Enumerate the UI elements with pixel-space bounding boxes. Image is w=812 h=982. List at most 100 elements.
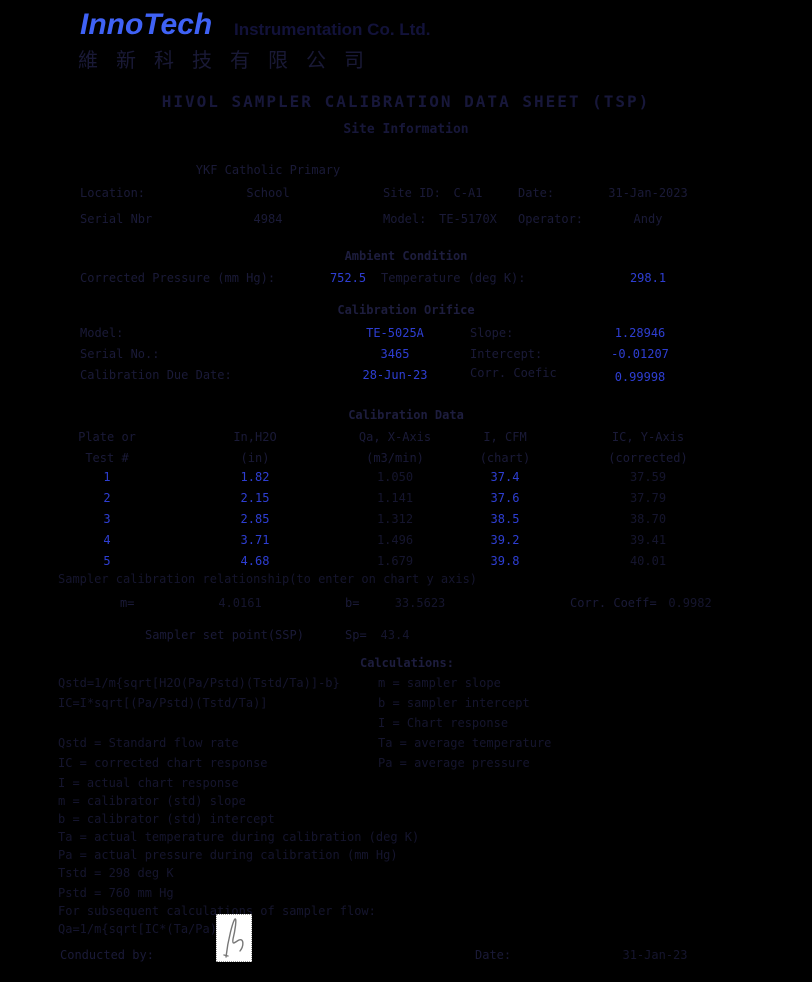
calc-def-pa: Pa = average pressure [378,756,530,770]
def-i: I = actual chart response [58,776,239,790]
site-id-label: Site ID: [383,186,441,200]
regression-corr-label: Corr. Coeff= [570,596,657,610]
model-value: TE-5170X [439,212,497,226]
regression-corr-value: 0.9982 [668,596,712,610]
regression-b-value: 33.5623 [394,596,446,610]
operator-value: Andy [633,212,663,226]
setpoint-label: Sampler set point(SSP) [145,628,304,642]
table-cell: 2.85 [240,512,270,526]
orifice-intercept-label: Intercept: [470,347,543,361]
col1-units: Test # [85,451,129,465]
footer-date-label: Date: [475,948,512,962]
table-row: 1 [103,470,111,484]
table-cell: 40.01 [629,554,667,568]
regression-m-value: 4.0161 [218,596,262,610]
formula-ic: IC=I*sqrt[(Pa/Pstd)(Tstd/Ta)] [58,696,268,710]
orifice-slope-value: 1.28946 [614,326,666,340]
setpoint-sp-value: 43.4 [380,628,410,642]
def-qstd: Qstd = Standard flow rate [58,736,239,750]
table-cell: 38.5 [490,512,520,526]
regression-title: Sampler calibration relationship(to ente… [58,572,478,586]
orifice-model-value: TE-5025A [366,326,424,340]
table-row: 2 [103,491,111,505]
table-cell: 37.59 [629,470,667,484]
table-cell: 37.6 [490,491,520,505]
orifice-serial-value: 3465 [380,347,410,361]
location-value: School [246,186,290,200]
orifice-due-label: Calibration Due Date: [80,368,232,382]
table-row: 5 [103,554,111,568]
company-logo: InnoTech [80,8,213,41]
col5-units: (corrected) [608,451,688,465]
def-tstd: Tstd = 298 deg K [58,866,174,880]
setpoint-sp-label: Sp= [345,628,367,642]
location-label: Location: [80,186,146,200]
section-site-information: Site Information [343,122,469,137]
def-pstd: Pstd = 760 mm Hg [58,886,174,900]
operator-label: Operator: [518,212,584,226]
def-ic: IC = corrected chart response [58,756,268,770]
table-row: 3 [103,512,111,526]
signature-scribble [223,918,244,958]
company-name-suffix: Instrumentation Co. Ltd. [234,20,431,39]
col2-units: (in) [240,451,270,465]
signature-image [216,914,252,962]
col3-header: Qa, X-Axis [358,430,432,444]
formula-qa: Qa=1/m{sqrt[IC*(Ta/Pa)]-b} [58,922,246,936]
orifice-corr-label: Corr. Coefic [470,366,557,380]
table-cell: 4.68 [240,554,270,568]
table-cell: 1.141 [376,491,414,505]
serial-value: 4984 [253,212,283,226]
site-org-line: YKF Catholic Primary [195,163,341,177]
table-cell: 1.679 [376,554,414,568]
table-cell: 1.050 [376,470,414,484]
col4-header: I, CFM [483,430,527,444]
note-subsequent: For subsequent calculations of sampler f… [58,904,376,918]
calc-def-i: I = Chart response [378,716,509,730]
table-cell: 37.4 [490,470,520,484]
regression-m-label: m= [120,596,135,610]
col3-units: (m3/min) [366,451,424,465]
orifice-corr-value: 0.99998 [614,370,666,384]
table-cell: 37.79 [629,491,667,505]
calc-def-ta: Ta = average temperature [378,736,552,750]
company-name-chinese: 維新科技有限公司 [78,48,382,72]
orifice-intercept-value: -0.01207 [611,347,669,361]
def-m: m = calibrator (std) slope [58,794,246,808]
col5-header: IC, Y-Axis [611,430,685,444]
table-cell: 1.82 [240,470,270,484]
page-title: HIVOL SAMPLER CALIBRATION DATA SHEET (TS… [161,92,651,111]
table-row: 4 [103,533,111,547]
table-cell: 1.496 [376,533,414,547]
col4-units: (chart) [479,451,531,465]
conducted-by-label: Conducted by: [60,948,154,962]
footer-date-value: 31-Jan-23 [622,948,688,962]
col2-header: In,H2O [233,430,277,444]
def-b: b = calibrator (std) intercept [58,812,275,826]
table-cell: 3.71 [240,533,270,547]
temperature-label: Temperature (deg K): [381,271,526,285]
calc-def-b: b = sampler intercept [378,696,530,710]
section-ambient-condition: Ambient Condition [344,249,468,263]
date-value: 31-Jan-2023 [608,186,688,200]
orifice-due-value: 28-Jun-23 [362,368,428,382]
def-ta: Ta = actual temperature during calibrati… [58,830,420,844]
serial-label: Serial Nbr [80,212,153,226]
table-cell: 39.8 [490,554,520,568]
orifice-model-label: Model: [80,326,124,340]
def-pa: Pa = actual pressure during calibration … [58,848,398,862]
table-cell: 1.312 [376,512,414,526]
model-label: Model: [383,212,427,226]
col1-header: Plate or [78,430,136,444]
table-cell: 39.2 [490,533,520,547]
table-cell: 2.15 [240,491,270,505]
section-calibration-orifice: Calibration Orifice [337,303,475,317]
calc-def-m: m = sampler slope [378,676,501,690]
temperature-value: 298.1 [629,271,667,285]
pressure-label: Corrected Pressure (mm Hg): [80,271,276,285]
orifice-slope-label: Slope: [470,326,514,340]
table-cell: 38.70 [629,512,667,526]
pressure-value: 752.5 [329,271,367,285]
section-calculations: Calculations: [360,656,454,670]
